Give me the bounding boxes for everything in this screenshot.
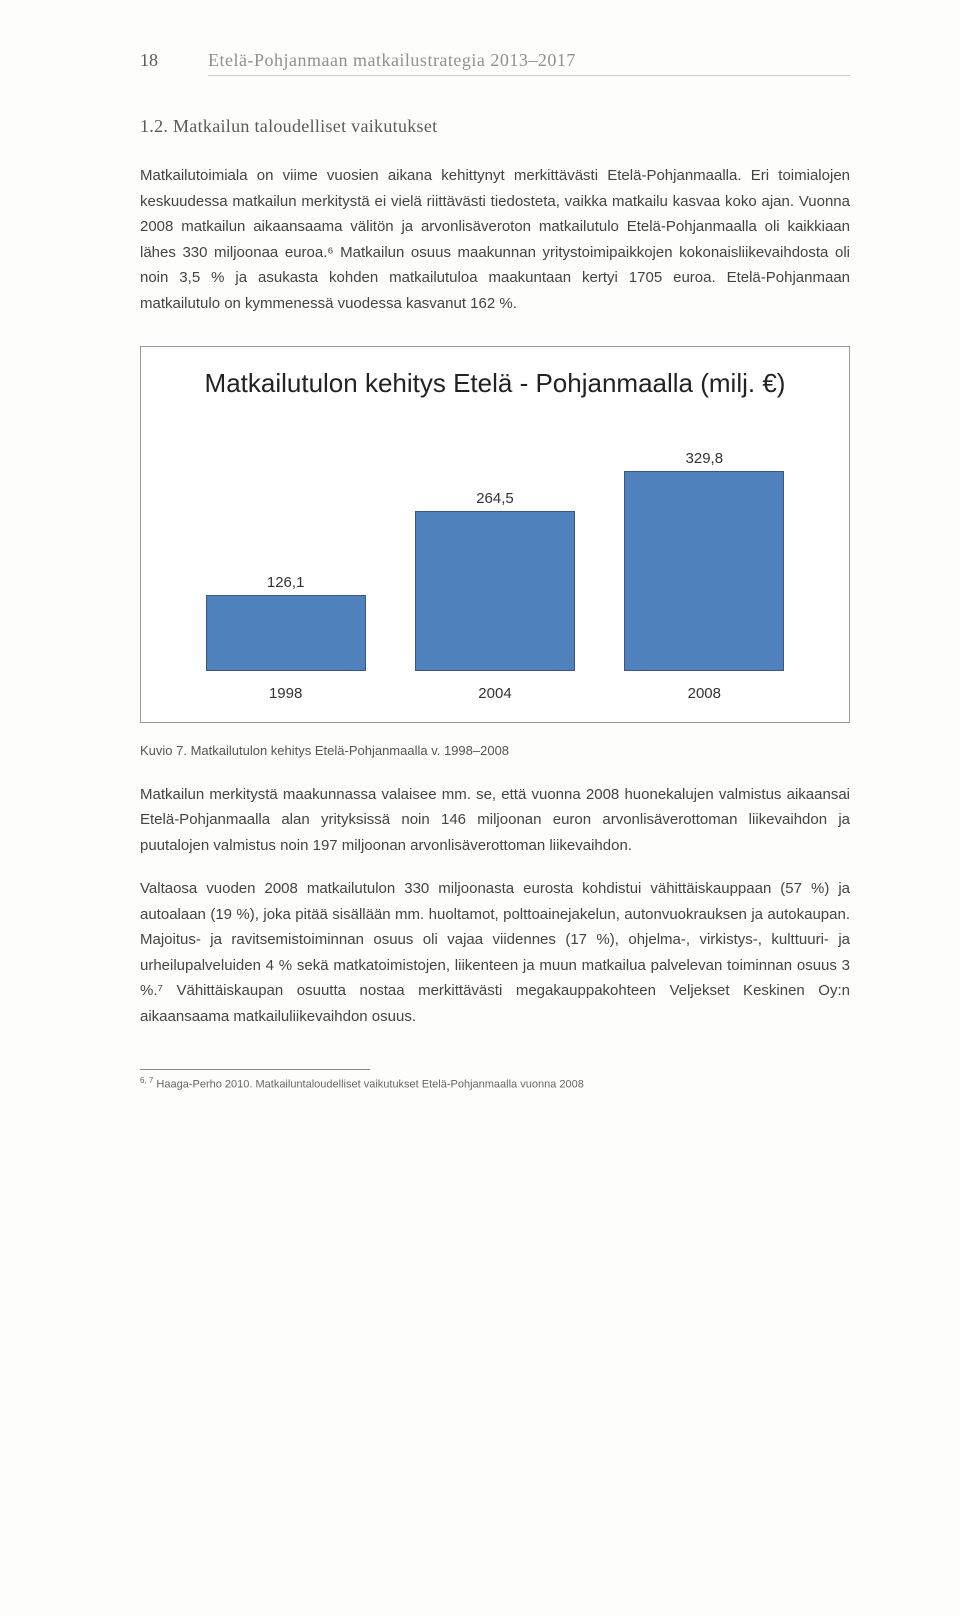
chart-bar <box>415 511 575 671</box>
chart-x-label: 1998 <box>206 685 366 702</box>
chart-title: Matkailutulon kehitys Etelä - Pohjanmaal… <box>171 367 819 401</box>
paragraph-2: Matkailun merkitystä maakunnassa valaise… <box>140 782 850 859</box>
chart-bar-group: 264,5 <box>415 490 575 671</box>
chart-bar-group: 329,8 <box>624 450 784 671</box>
footnote-text: Haaga-Perho 2010. Matkailuntaloudelliset… <box>156 1079 583 1091</box>
section-heading: 1.2. Matkailun taloudelliset vaikutukset <box>140 116 850 137</box>
page-header: 18 Etelä-Pohjanmaan matkailustrategia 20… <box>140 50 850 76</box>
paragraph-1: Matkailutoimiala on viime vuosien aikana… <box>140 163 850 316</box>
chart-container: Matkailutulon kehitys Etelä - Pohjanmaal… <box>140 346 850 723</box>
figure-caption: Kuvio 7. Matkailutulon kehitys Etelä-Poh… <box>140 743 850 758</box>
chart-x-labels: 1998 2004 2008 <box>171 671 819 702</box>
chart-bar-value-label: 264,5 <box>476 490 514 507</box>
chart-plot-area: 126,1 264,5 329,8 <box>171 431 819 671</box>
footnote: 6, 7 Haaga-Perho 2010. Matkailuntaloudel… <box>140 1076 850 1091</box>
chart-x-label: 2008 <box>624 685 784 702</box>
chart-bar-value-label: 329,8 <box>686 450 724 467</box>
chart-bar-value-label: 126,1 <box>267 574 305 591</box>
chart-x-label: 2004 <box>415 685 575 702</box>
chart-bar <box>624 471 784 671</box>
footnote-rule <box>140 1069 370 1070</box>
header-title: Etelä-Pohjanmaan matkailustrategia 2013–… <box>208 50 850 76</box>
chart-bar-group: 126,1 <box>206 574 366 671</box>
chart-bar <box>206 595 366 671</box>
document-page: 18 Etelä-Pohjanmaan matkailustrategia 20… <box>0 0 960 1131</box>
paragraph-3: Valtaosa vuoden 2008 matkailutulon 330 m… <box>140 876 850 1029</box>
footnote-marker: 6, 7 <box>140 1076 153 1085</box>
page-number: 18 <box>140 50 158 71</box>
